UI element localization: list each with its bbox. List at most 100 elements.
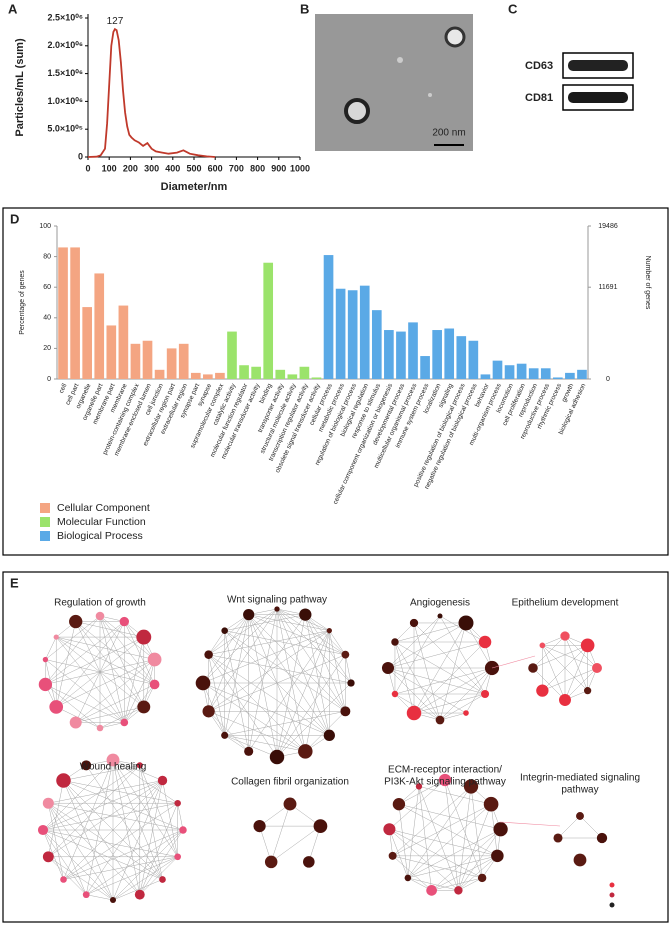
network-edge bbox=[458, 855, 498, 891]
network-node bbox=[303, 856, 315, 868]
x-axis-label: Diameter/nm bbox=[161, 181, 228, 193]
bar bbox=[94, 273, 105, 379]
network-edge bbox=[86, 765, 163, 880]
network-edge bbox=[248, 614, 330, 736]
network-edge bbox=[86, 856, 178, 895]
bar bbox=[577, 369, 587, 379]
network-node bbox=[388, 851, 397, 860]
network-edge bbox=[224, 630, 249, 752]
network-edge bbox=[413, 622, 486, 695]
network-edge bbox=[248, 614, 278, 758]
network-edge bbox=[392, 803, 492, 857]
network-edge bbox=[458, 804, 492, 891]
network-title: PI3K-Akt signaling pathway bbox=[384, 777, 506, 788]
network-node bbox=[584, 687, 592, 695]
network-edge bbox=[305, 614, 352, 684]
network-edge bbox=[394, 641, 441, 721]
network-edge bbox=[532, 645, 588, 669]
network-node bbox=[95, 611, 105, 621]
band-label: CD63 bbox=[525, 60, 553, 72]
network-node bbox=[106, 753, 120, 767]
bar bbox=[516, 363, 527, 379]
network-edge bbox=[99, 722, 125, 729]
x-tick-label: 600 bbox=[208, 163, 223, 173]
bar bbox=[444, 328, 455, 379]
network-edge bbox=[259, 826, 272, 862]
network-node bbox=[391, 690, 399, 698]
network-edge bbox=[345, 654, 352, 684]
network-edge bbox=[398, 803, 501, 830]
network-node bbox=[283, 797, 297, 811]
bar bbox=[166, 348, 177, 379]
network-node bbox=[159, 876, 166, 883]
network-edge bbox=[418, 786, 492, 805]
network-edge bbox=[398, 804, 409, 878]
bar bbox=[468, 340, 479, 379]
network-edge bbox=[431, 877, 483, 891]
network-edge bbox=[85, 759, 114, 895]
network-edge bbox=[48, 803, 140, 895]
network-edge bbox=[407, 829, 501, 879]
bar bbox=[540, 368, 551, 379]
network-node bbox=[313, 819, 328, 833]
network-node bbox=[340, 706, 351, 717]
network-edge bbox=[208, 614, 249, 655]
legend-label: Cellular Component bbox=[57, 502, 150, 514]
network-edge bbox=[389, 779, 446, 830]
network-edge bbox=[45, 684, 101, 729]
network-edge bbox=[392, 855, 432, 891]
bar bbox=[178, 343, 189, 379]
network-node bbox=[38, 677, 53, 692]
network-edge bbox=[579, 815, 603, 839]
network-node bbox=[426, 885, 437, 896]
x-tick-label: 900 bbox=[271, 163, 286, 173]
network-edge bbox=[439, 712, 467, 721]
network-edge bbox=[458, 877, 483, 891]
network-edge bbox=[444, 779, 483, 879]
network-title: Collagen fibril organization bbox=[231, 777, 349, 788]
network-edge bbox=[63, 759, 114, 880]
network-edge bbox=[139, 803, 178, 895]
bar bbox=[106, 325, 117, 379]
x-tick-label: cell bbox=[58, 382, 69, 394]
network-node bbox=[480, 689, 490, 699]
network-edge bbox=[63, 856, 178, 880]
x-tick-label: 400 bbox=[165, 163, 180, 173]
network bbox=[553, 812, 608, 867]
y2-tick-label: 19486 bbox=[598, 223, 618, 230]
y-tick-label: 80 bbox=[43, 253, 51, 260]
network-edge bbox=[112, 759, 141, 895]
network-edge bbox=[48, 802, 184, 831]
y2-axis-label: Number of genes bbox=[644, 256, 651, 310]
bar bbox=[492, 360, 503, 379]
network-node bbox=[596, 832, 608, 844]
network-edge bbox=[465, 622, 493, 669]
network-edge bbox=[63, 780, 114, 901]
network-node bbox=[221, 627, 228, 634]
network-node bbox=[409, 618, 419, 628]
network-edge bbox=[208, 654, 225, 736]
bar bbox=[396, 331, 406, 379]
bar bbox=[227, 331, 237, 379]
network-edge bbox=[439, 622, 467, 721]
network-edge bbox=[75, 621, 144, 708]
network-title: Wound healing bbox=[80, 762, 147, 773]
network-node bbox=[119, 616, 130, 627]
network-edge bbox=[48, 803, 64, 880]
network-node bbox=[202, 705, 215, 718]
network-edge bbox=[224, 614, 306, 631]
bar bbox=[142, 340, 153, 379]
network-node bbox=[53, 634, 59, 640]
network-edge bbox=[42, 780, 163, 831]
bar bbox=[299, 366, 310, 379]
network-node bbox=[60, 876, 67, 883]
network-node bbox=[109, 896, 117, 904]
network-node bbox=[326, 628, 332, 634]
network-edge bbox=[224, 614, 249, 736]
bar bbox=[553, 377, 563, 379]
network-node bbox=[269, 749, 285, 765]
tem-image: 200 nm bbox=[315, 14, 473, 151]
network-edge bbox=[63, 780, 178, 804]
network-node bbox=[42, 851, 54, 863]
panel-frame bbox=[2, 571, 669, 923]
